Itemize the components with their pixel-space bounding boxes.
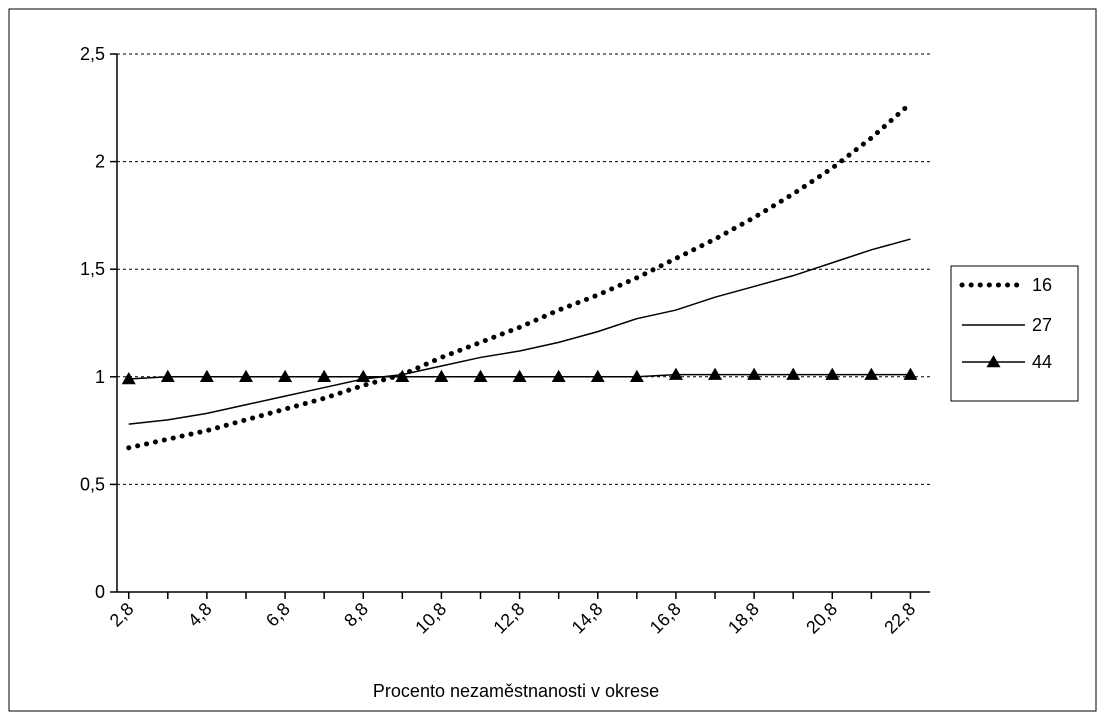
series-16-line xyxy=(126,100,913,451)
y-tick-label: 2,5 xyxy=(80,44,105,64)
legend-marker-44 xyxy=(986,355,1001,368)
y-tick-label: 0 xyxy=(95,582,105,602)
series-44-marker xyxy=(825,367,840,380)
series-44-marker xyxy=(199,369,214,383)
legend: 16 27 44 xyxy=(950,265,1079,402)
y-tick-label: 2 xyxy=(95,152,105,172)
legend-label: 27 xyxy=(1032,315,1052,335)
series-44-marker xyxy=(590,369,605,383)
series-44-marker xyxy=(864,367,879,380)
series-44-marker xyxy=(903,367,918,380)
legend-label: 44 xyxy=(1032,352,1052,372)
series-44-marker xyxy=(238,369,253,383)
series-44-marker xyxy=(629,369,644,383)
series-44-marker xyxy=(356,369,371,383)
series-27-line xyxy=(128,238,911,425)
legend-box xyxy=(950,265,1079,402)
series-44-marker xyxy=(708,367,723,380)
legend-label: 16 xyxy=(1032,275,1052,295)
y-tick-label: 1 xyxy=(95,367,105,387)
series-44-marker xyxy=(512,369,527,383)
series-44-marker xyxy=(395,369,410,383)
series-44-marker xyxy=(160,369,175,383)
series-44-marker xyxy=(317,369,332,383)
chart-border xyxy=(8,8,1097,712)
series-44-marker xyxy=(434,369,449,383)
series-44-marker xyxy=(551,369,566,383)
axes xyxy=(110,53,930,599)
series-44-marker xyxy=(747,367,762,380)
x-axis-title: Procento nezaměstnanosti v okrese xyxy=(373,681,659,701)
series-44-marker xyxy=(786,367,801,380)
y-tick-labels: 0 0,5 1 1,5 2 2,5 xyxy=(80,44,105,602)
series-44-marker xyxy=(473,369,488,383)
series-44-marker xyxy=(668,367,683,380)
series-44-marker xyxy=(121,371,136,385)
series-lines xyxy=(121,100,918,451)
series-44-marker xyxy=(278,369,293,383)
y-tick-label: 0,5 xyxy=(80,474,105,494)
y-tick-label: 1,5 xyxy=(80,259,105,279)
